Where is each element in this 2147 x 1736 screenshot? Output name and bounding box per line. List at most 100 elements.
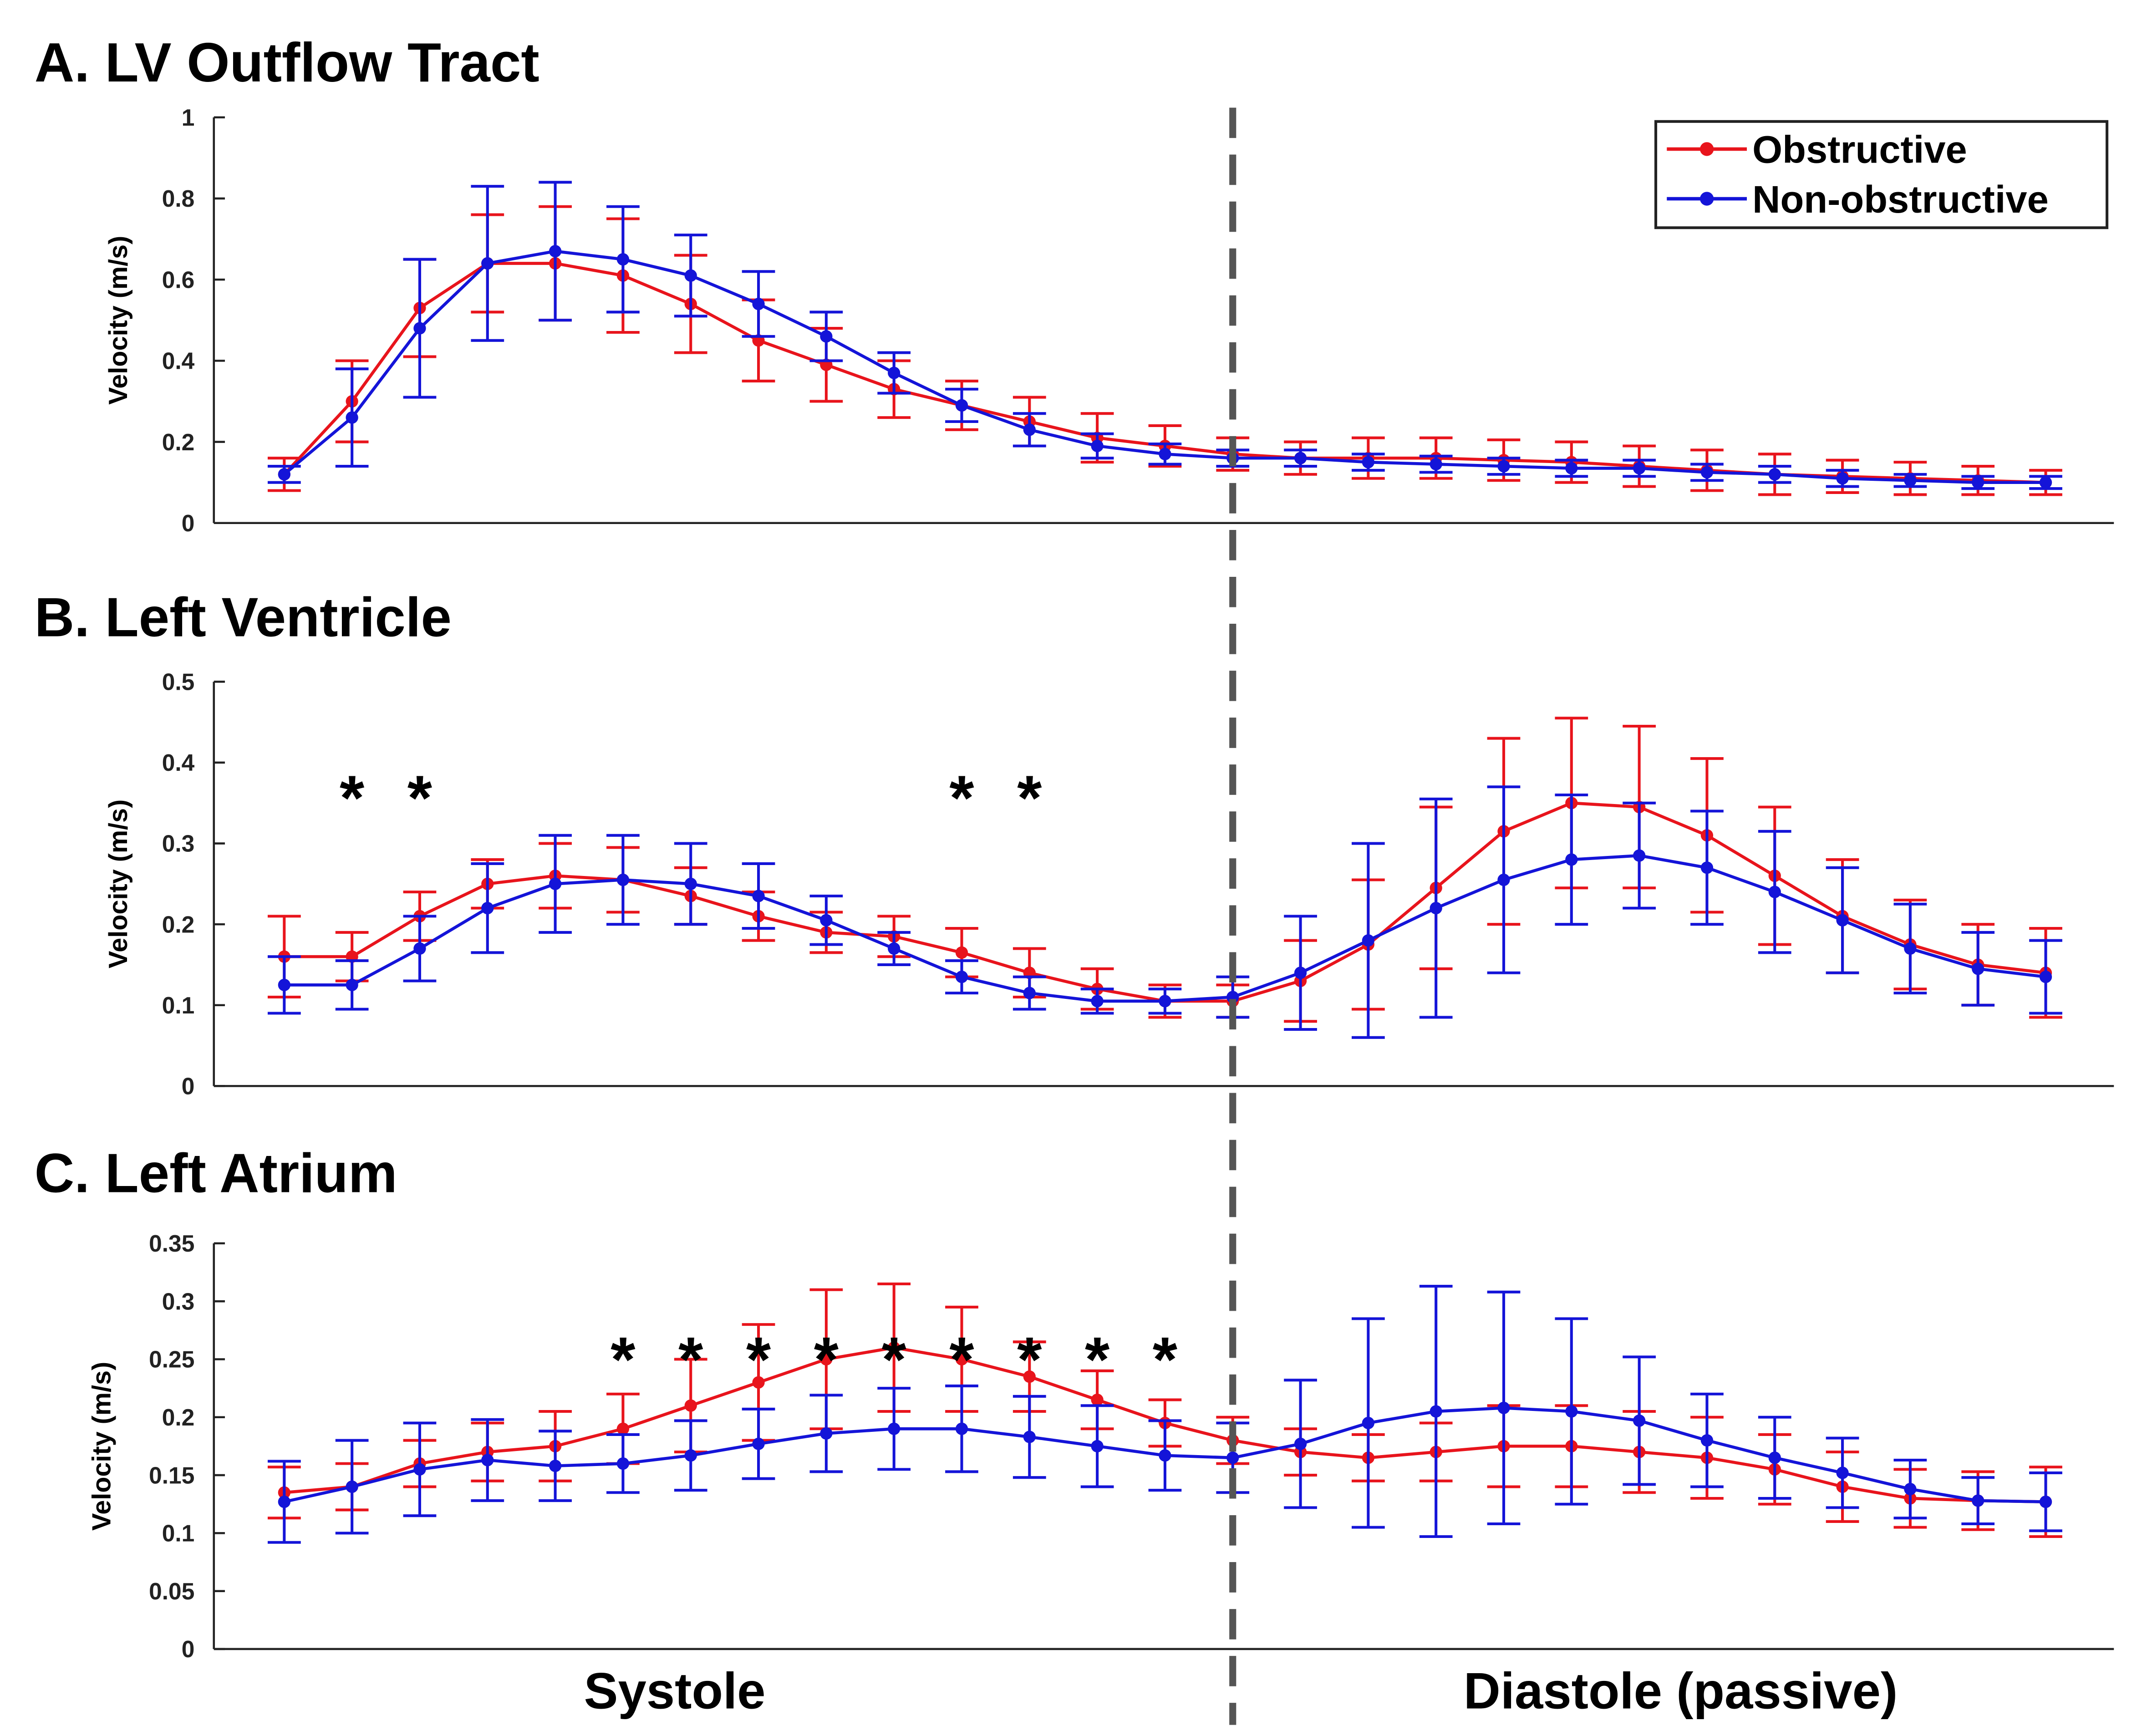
legend-marker — [1700, 142, 1714, 156]
point — [1023, 987, 1036, 999]
point — [616, 1422, 630, 1435]
point — [752, 297, 765, 311]
point — [616, 873, 630, 886]
point — [1972, 962, 1984, 975]
point — [1430, 1405, 1442, 1418]
point — [1768, 886, 1781, 898]
point — [1023, 423, 1036, 436]
phase-label: Systole — [584, 1662, 766, 1719]
significance-marker: * — [949, 762, 974, 833]
point — [1565, 1405, 1578, 1418]
point — [481, 901, 494, 915]
point — [1768, 1451, 1781, 1464]
point — [1430, 901, 1442, 915]
point — [955, 1353, 968, 1366]
point — [1565, 853, 1578, 866]
point — [1700, 1434, 1714, 1447]
significance-marker: * — [949, 1324, 974, 1395]
point — [1768, 468, 1781, 481]
point — [1091, 1440, 1104, 1453]
y-tick-label: 0.15 — [149, 1462, 194, 1488]
point — [1904, 1482, 1917, 1496]
point — [278, 978, 290, 992]
y-tick-label: 0.6 — [162, 266, 195, 293]
point — [888, 367, 901, 379]
point — [1497, 460, 1510, 473]
point — [752, 890, 765, 902]
significance-marker: * — [611, 1324, 636, 1395]
point — [1497, 1401, 1510, 1415]
y-tick-label: 0 — [182, 1073, 195, 1100]
significance-marker: * — [678, 1324, 703, 1395]
y-axis-label: Velocity (m/s) — [104, 799, 133, 968]
point — [1700, 466, 1714, 479]
point — [1430, 458, 1442, 471]
significance-marker: * — [340, 762, 365, 833]
significance-marker: * — [1085, 1324, 1110, 1395]
significance-marker: * — [814, 1324, 839, 1395]
y-tick-label: 0.8 — [162, 185, 195, 212]
point — [549, 245, 562, 258]
point — [820, 914, 833, 927]
point — [752, 1376, 765, 1389]
point — [1362, 456, 1375, 468]
point — [684, 1449, 697, 1462]
panel-title: C. Left Atrium — [35, 1142, 397, 1204]
point — [278, 468, 290, 481]
point — [413, 942, 426, 955]
significance-marker: * — [407, 762, 432, 833]
point — [684, 877, 697, 890]
point — [1633, 1414, 1646, 1427]
y-tick-label: 0.3 — [162, 1288, 195, 1314]
point — [1362, 934, 1375, 947]
point — [955, 946, 968, 959]
point — [1836, 1466, 1849, 1479]
point — [1294, 967, 1307, 979]
y-tick-label: 0.1 — [162, 1520, 195, 1547]
y-tick-label: 0.2 — [162, 429, 195, 455]
significance-marker: * — [882, 1324, 907, 1395]
point — [888, 942, 901, 955]
point — [346, 411, 358, 424]
point — [1972, 1494, 1984, 1507]
point — [1497, 873, 1510, 886]
significance-marker: * — [1153, 1324, 1178, 1395]
point — [684, 269, 697, 282]
point — [1091, 1393, 1104, 1406]
point — [549, 877, 562, 890]
panel-title: B. Left Ventricle — [35, 586, 452, 648]
y-tick-label: 0.25 — [149, 1346, 194, 1373]
y-tick-label: 0 — [182, 510, 195, 536]
y-tick-label: 0.1 — [162, 992, 195, 1018]
y-tick-label: 0.4 — [162, 749, 195, 776]
point — [1972, 476, 1984, 489]
significance-marker: * — [1017, 1324, 1042, 1395]
point — [413, 322, 426, 335]
point — [616, 253, 630, 266]
point — [1226, 1451, 1239, 1464]
point — [752, 1437, 765, 1450]
series-line — [284, 801, 2046, 1003]
point — [1294, 452, 1307, 464]
point — [481, 257, 494, 270]
point — [820, 1427, 833, 1440]
point — [2039, 1495, 2052, 1508]
point — [1159, 995, 1171, 1008]
point — [1159, 1449, 1171, 1462]
point — [1836, 914, 1849, 927]
y-tick-label: 0.35 — [149, 1230, 194, 1257]
point — [413, 1463, 426, 1476]
point — [955, 970, 968, 983]
significance-marker: * — [1017, 762, 1042, 833]
point — [684, 1399, 697, 1412]
phase-label: Diastole (passive) — [1464, 1662, 1898, 1719]
point — [549, 1460, 562, 1472]
y-tick-label: 0.5 — [162, 669, 195, 695]
y-axis-label: Velocity (m/s) — [87, 1362, 116, 1531]
point — [1362, 1416, 1375, 1430]
significance-marker: * — [746, 1324, 771, 1395]
legend-box — [1654, 120, 2109, 229]
point — [1836, 472, 1849, 485]
point — [1091, 439, 1104, 453]
